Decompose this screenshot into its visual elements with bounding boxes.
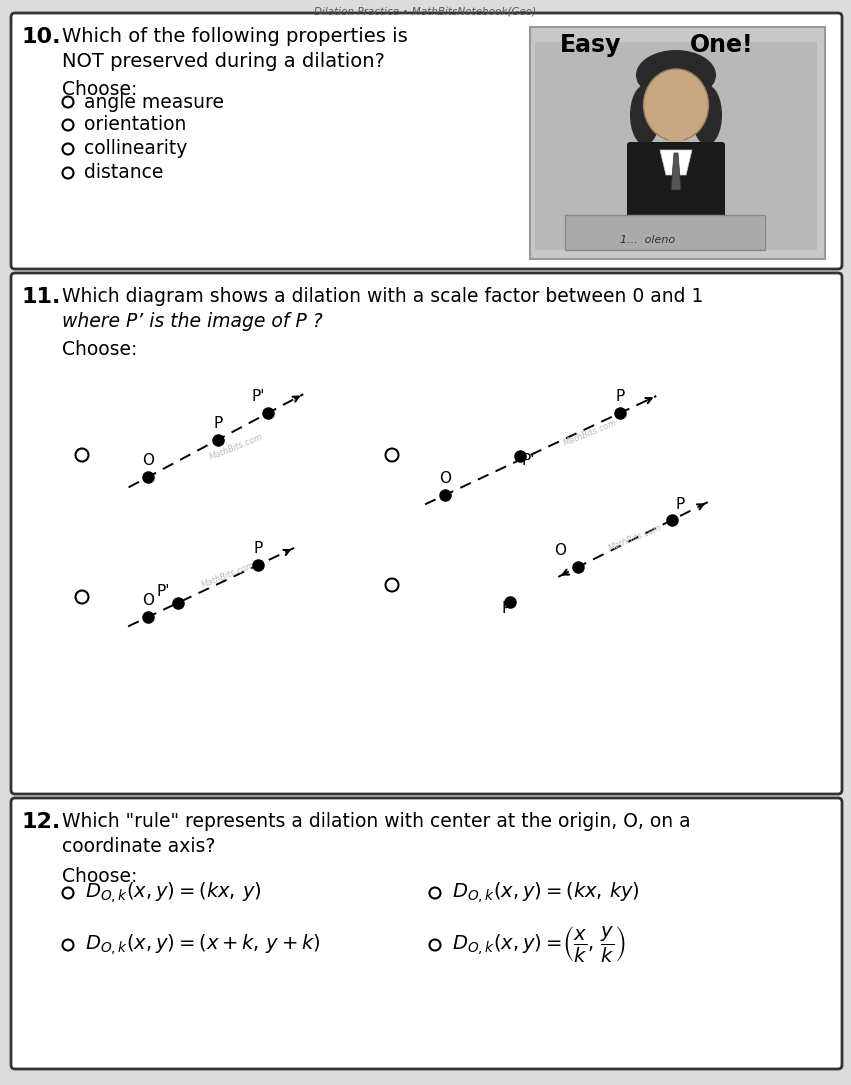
Text: Dilation Practice • MathBitsNotebook(Geo): Dilation Practice • MathBitsNotebook(Geo… — [314, 7, 536, 17]
Text: P: P — [214, 416, 223, 431]
Ellipse shape — [643, 69, 709, 141]
Text: NOT preserved during a dilation?: NOT preserved during a dilation? — [62, 52, 385, 71]
Polygon shape — [671, 153, 681, 190]
Text: Which diagram shows a dilation with a scale factor between 0 and 1: Which diagram shows a dilation with a sc… — [62, 288, 704, 306]
Text: Choose:: Choose: — [62, 867, 137, 886]
Text: P': P' — [251, 390, 265, 404]
Text: $D_{O,k}(x,y) = (kx,\, ky)$: $D_{O,k}(x,y) = (kx,\, ky)$ — [452, 881, 640, 906]
Text: O: O — [142, 454, 154, 468]
FancyBboxPatch shape — [11, 797, 842, 1069]
Text: O: O — [142, 593, 154, 608]
Text: angle measure: angle measure — [84, 92, 224, 112]
Text: MathBits.com: MathBits.com — [208, 432, 264, 462]
FancyBboxPatch shape — [668, 125, 684, 150]
Text: where P’ is the image of P ?: where P’ is the image of P ? — [62, 312, 323, 331]
Text: P: P — [254, 541, 263, 556]
Text: One!: One! — [690, 33, 754, 58]
Ellipse shape — [630, 85, 660, 145]
Text: 1...  oleno: 1... oleno — [620, 235, 675, 245]
Text: $D_{O,k}(x,y) = (x+k,\, y+k)$: $D_{O,k}(x,y) = (x+k,\, y+k)$ — [85, 932, 321, 957]
Text: 10.: 10. — [22, 27, 61, 47]
Text: Choose:: Choose: — [62, 340, 137, 359]
Text: P: P — [676, 497, 684, 512]
Ellipse shape — [636, 50, 716, 100]
Text: orientation: orientation — [84, 115, 186, 135]
Text: P': P' — [522, 454, 534, 468]
Text: Choose:: Choose: — [62, 80, 137, 99]
FancyBboxPatch shape — [627, 142, 725, 224]
Text: $D_{O,k}(x,y) = (kx,\, y)$: $D_{O,k}(x,y) = (kx,\, y)$ — [85, 881, 261, 906]
Text: Which "rule" represents a dilation with center at the origin, O, on a: Which "rule" represents a dilation with … — [62, 812, 691, 831]
Text: Which of the following properties is: Which of the following properties is — [62, 27, 408, 46]
Text: MathBits.com: MathBits.com — [607, 523, 663, 553]
Text: P': P' — [157, 584, 169, 599]
Text: O: O — [439, 471, 451, 486]
Text: MathBits.com: MathBits.com — [200, 560, 256, 590]
Text: distance: distance — [84, 164, 163, 182]
Text: coordinate axis?: coordinate axis? — [62, 837, 215, 856]
Text: $D_{O,k}(x,y) = \!\left(\dfrac{x}{k},\,\dfrac{y}{k}\right)$: $D_{O,k}(x,y) = \!\left(\dfrac{x}{k},\,\… — [452, 924, 626, 965]
Text: P': P' — [501, 601, 515, 616]
Text: 11.: 11. — [22, 288, 61, 307]
Text: MathBits.com: MathBits.com — [562, 418, 618, 448]
FancyBboxPatch shape — [530, 27, 825, 259]
FancyBboxPatch shape — [11, 273, 842, 794]
Text: collinearity: collinearity — [84, 140, 187, 158]
FancyBboxPatch shape — [11, 13, 842, 269]
Text: O: O — [554, 542, 566, 558]
Text: P: P — [615, 390, 625, 404]
Ellipse shape — [692, 85, 722, 145]
Polygon shape — [660, 150, 692, 175]
Text: 12.: 12. — [22, 812, 61, 832]
Text: Easy: Easy — [560, 33, 621, 58]
FancyBboxPatch shape — [565, 215, 765, 250]
FancyBboxPatch shape — [535, 42, 817, 250]
